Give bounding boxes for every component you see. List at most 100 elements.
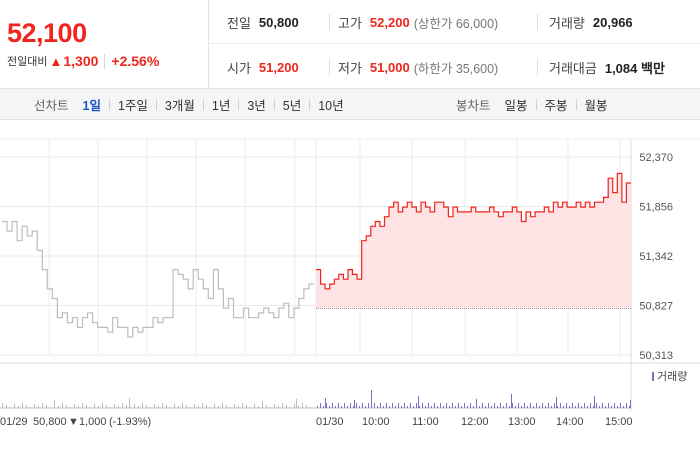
high-label: 고가 (338, 15, 362, 31)
x-axis: 01/29 01/30 10:00 11:00 12:00 13:00 14:00 15:00… (0, 416, 633, 428)
volume-bar (222, 403, 223, 408)
tab-weekly[interactable]: 주봉 (544, 99, 568, 113)
volume-bar (470, 403, 471, 408)
volume-bar (418, 396, 419, 408)
volume-bar (617, 406, 618, 408)
amount-value: 1,084 백만 (604, 60, 665, 76)
volume-bar (428, 403, 429, 408)
volume-bar (548, 403, 549, 408)
volume-bar (230, 407, 231, 408)
divider (575, 99, 577, 110)
volume-bar (114, 404, 115, 408)
volume-bar (190, 407, 191, 408)
volume-bar (323, 406, 324, 408)
prev-close-label: 전일 (227, 15, 251, 31)
divider (108, 99, 110, 110)
volume-bar (368, 403, 369, 408)
volume-bar (138, 406, 139, 408)
prev-change-pct-label: (-1.93%) (109, 416, 151, 428)
volume-legend-swatch (652, 372, 654, 381)
volume-bar (344, 403, 345, 408)
volume-bar (566, 403, 567, 408)
volume-label: 거래량 (549, 15, 585, 31)
divider (537, 14, 538, 30)
volume-bar (594, 396, 595, 408)
volume-bar (174, 404, 175, 408)
volume-bar (437, 406, 438, 408)
volume-bar (90, 407, 91, 408)
volume-bar (449, 406, 450, 408)
volume-bar (551, 406, 552, 408)
volume-bar (58, 406, 59, 408)
volume-bar (440, 403, 441, 408)
volume-bar (500, 403, 501, 408)
stats-row-1: 전일 50,800 고가 52,200 (상한가 66,000) 거래량 20,… (210, 0, 700, 44)
volume-bar (359, 406, 360, 408)
volume-bar (509, 406, 510, 408)
divider (238, 99, 240, 110)
volume-bar (353, 406, 354, 408)
volume-bar (46, 405, 47, 408)
volume-bar (503, 406, 504, 408)
volume-bar (246, 405, 247, 408)
volume-bar (74, 404, 75, 408)
line-chart-title: 선차트 (34, 99, 69, 113)
divider (537, 59, 538, 75)
chart-fill (316, 173, 631, 309)
tab-3y[interactable]: 3년 (247, 99, 266, 113)
tab-monthly[interactable]: 월봉 (584, 99, 608, 113)
volume-bar (86, 405, 87, 408)
divider (104, 53, 106, 69)
tab-1y[interactable]: 1년 (211, 99, 231, 113)
x-tick-label: 15:00 (605, 416, 633, 428)
volume-bar (290, 407, 291, 408)
volume-bar (446, 403, 447, 408)
volume-bar (338, 403, 339, 408)
volume-bar (590, 403, 591, 408)
change-row: 전일대비 ▲ 1,300 +2.56% (7, 53, 159, 69)
tab-5y[interactable]: 5년 (282, 99, 302, 113)
volume-bar (554, 403, 555, 408)
amount-label: 거래대금 (549, 60, 597, 76)
divider (329, 14, 330, 30)
volume-bar (350, 403, 351, 408)
stats-row-2: 시가 51,200 저가 51,000 (하한가 35,600) 거래대금 1,… (210, 45, 700, 89)
volume-bar (286, 405, 287, 408)
tab-1d[interactable]: 1일 (82, 99, 101, 113)
volume-bar (443, 406, 444, 408)
volume-bar (398, 403, 399, 408)
volume-bar (194, 404, 195, 408)
volume-bar (383, 406, 384, 408)
volume-bar (533, 406, 534, 408)
volume-bar (210, 407, 211, 408)
open-label: 시가 (227, 60, 251, 76)
volume-bar (584, 403, 585, 408)
tab-daily[interactable]: 일봉 (504, 99, 528, 113)
chart-lines (2, 172, 631, 338)
volume-bar (464, 403, 465, 408)
tab-1w[interactable]: 1주일 (117, 99, 148, 113)
volume-bar (611, 406, 612, 408)
tab-10y[interactable]: 10년 (318, 99, 344, 113)
y-tick-label: 52,370 (639, 152, 673, 164)
low-value: 51,000 (369, 59, 410, 75)
volume-bar (34, 404, 35, 408)
volume-bar (511, 394, 512, 408)
volume-bar (488, 403, 489, 408)
current-price: 52,100 (7, 18, 87, 48)
volume-bar (593, 406, 594, 408)
y-tick-label: 50,313 (639, 350, 673, 362)
x-tick-label: 13:00 (508, 416, 536, 428)
volume-legend-label: 거래량 (657, 370, 687, 383)
prev-change-label: 1,000 (79, 416, 107, 428)
volume-bar (602, 403, 603, 408)
volume-bar (162, 403, 163, 408)
volume-bar (422, 403, 423, 408)
volume-bar (556, 397, 557, 408)
volume-bar (258, 406, 259, 408)
volume-bar (473, 406, 474, 408)
tab-3m[interactable]: 3개월 (164, 99, 195, 113)
volume-bar (515, 406, 516, 408)
volume-bar (362, 403, 363, 408)
volume-bar (94, 404, 95, 408)
